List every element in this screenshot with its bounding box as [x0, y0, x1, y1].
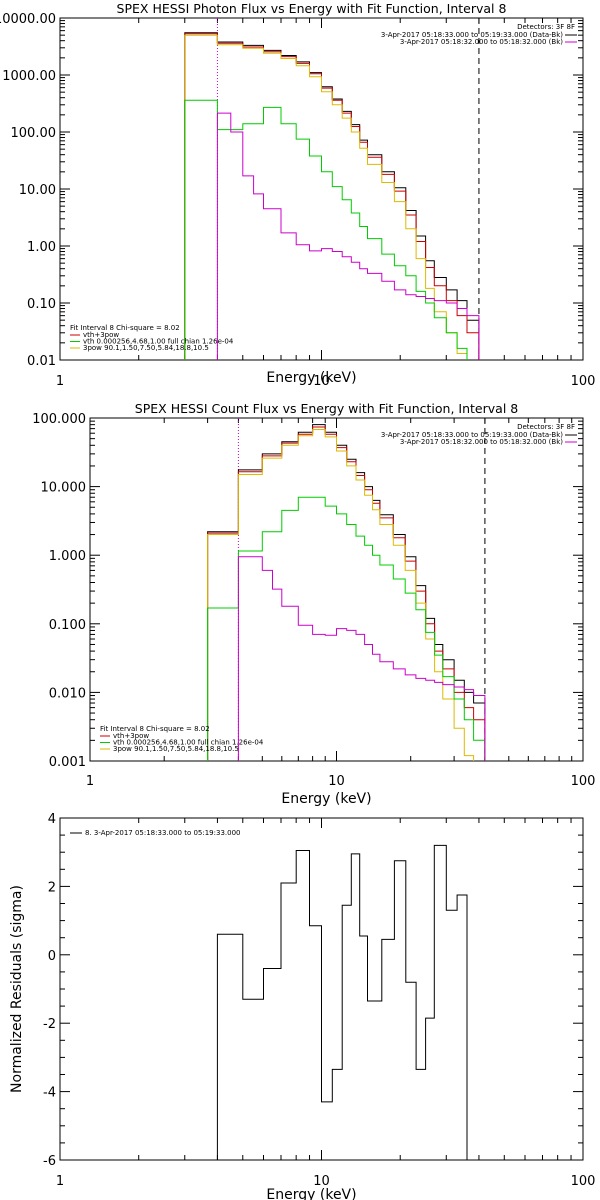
x-axis-label: Energy (keV): [266, 370, 356, 386]
x-tick-label: 100: [571, 1174, 596, 1189]
y-tick-label: 0.10: [27, 297, 56, 312]
y-tick-label: 1000.00: [2, 69, 56, 84]
y-tick-label: 1.00: [27, 240, 56, 255]
legend-bottom-left: Fit Interval 8 Chi-square = 8.02vth+3pow…: [100, 725, 264, 753]
legend-entry-label: vth 0.000256,4.68,1.00 full chian 1.26e-…: [83, 338, 234, 346]
x-tick-label: 100: [571, 374, 596, 389]
y-tick-label: 100.000: [32, 412, 86, 427]
legend-header: Detectors: 3F 8F: [517, 423, 575, 431]
plot-frame: [89, 417, 584, 762]
chart-panel-2: SPEX HESSI Count Flux vs Energy with Fit…: [32, 401, 595, 807]
y-axis-label: Normalized Residuals (sigma): [9, 885, 25, 1093]
series-line-4: [184, 99, 468, 360]
chart-panel-1: SPEX HESSI Photon Flux vs Energy with Fi…: [0, 1, 595, 389]
series-group: [184, 32, 480, 360]
legend-header: Fit Interval 8 Chi-square = 8.02: [100, 725, 210, 733]
y-tick-label: 0: [48, 949, 56, 964]
legend-top-right: Detectors: 3F 8F3-Apr-2017 05:18:33.000 …: [381, 23, 577, 46]
x-axis-label: Energy (keV): [266, 1187, 356, 1200]
y-tick-label: 0.001: [49, 755, 86, 770]
legend-entry-label: vth+3pow: [113, 732, 149, 740]
legend-top-left: 8. 3-Apr-2017 05:18:33.000 to 05:19:33.0…: [70, 829, 240, 837]
legend-entry-label: 3-Apr-2017 05:18:33.000 to 05:19:33.000 …: [381, 31, 563, 39]
series-group: [207, 424, 486, 761]
series-line-3: [207, 429, 475, 761]
chart-panel-3: 1 10 100 4 2 0 -2 -4 -6 Energy (keV) Normalized Re…: [9, 812, 595, 1200]
y-tick-label: -6: [43, 1154, 56, 1169]
series-line-1: [216, 844, 468, 1160]
y-tick-label: 4: [48, 812, 56, 827]
series-line-4: [207, 496, 486, 761]
y-tick-label: -4: [43, 1086, 56, 1101]
x-tick-label: 1: [56, 374, 64, 389]
legend-entry-label: 3pow 90.1,1.50,7.50,5.84,18.8,10.5: [83, 344, 209, 352]
legend-entry-label: 3pow 90.1,1.50,7.50,5.84,18.8,10.5: [113, 745, 239, 753]
x-tick-label: 10: [313, 374, 330, 389]
y-tick-label: 1.000: [49, 549, 86, 564]
chart-title: SPEX HESSI Photon Flux vs Energy with Fi…: [117, 1, 507, 16]
chart-title: SPEX HESSI Count Flux vs Energy with Fit…: [135, 401, 518, 416]
series-line-5: [237, 556, 486, 761]
legend-entry-label: 8. 3-Apr-2017 05:18:33.000 to 05:19:33.0…: [85, 829, 240, 837]
y-tick-label: 2: [48, 880, 56, 895]
series-group: [216, 844, 468, 1160]
series-line-3: [184, 34, 468, 360]
x-tick-label: 100: [571, 774, 596, 789]
y-tick-label: 10.000: [41, 481, 87, 496]
legend-entry-label: 3-Apr-2017 05:18:32.000 to 05:18:32.000 …: [400, 438, 563, 446]
y-tick-label: 10000.00: [0, 12, 56, 27]
legend-entry-label: vth 0.000256,4.68,1.00 full chian 1.26e-…: [113, 739, 264, 747]
x-tick-label: 10: [313, 1174, 330, 1189]
legend-entry-label: 3-Apr-2017 05:18:32.000 to 05:18:32.000 …: [400, 38, 563, 46]
x-axis-label: Energy (keV): [281, 791, 371, 807]
y-tick-label: 100.00: [11, 126, 57, 141]
series-line-1: [207, 424, 486, 761]
legend-top-right: Detectors: 3F 8F3-Apr-2017 05:18:33.000 …: [381, 423, 577, 446]
legend-header: Detectors: 3F 8F: [517, 23, 575, 31]
legend-bottom-left: Fit Interval 8 Chi-square = 8.02vth+3pow…: [70, 324, 234, 352]
series-line-5: [216, 112, 480, 360]
legend-header: Fit Interval 8 Chi-square = 8.02: [70, 324, 180, 332]
x-tick-label: 10: [328, 774, 345, 789]
legend-entry-label: vth+3pow: [83, 331, 119, 339]
x-tick-label: 1: [56, 1174, 64, 1189]
x-tick-label: 1: [86, 774, 94, 789]
legend-entry-label: 3-Apr-2017 05:18:33.000 to 05:19:33.000 …: [381, 431, 563, 439]
y-tick-label: 10.00: [19, 183, 56, 198]
y-tick-label: -2: [43, 1017, 56, 1032]
series-line-2: [207, 426, 486, 761]
y-tick-label: 0.010: [49, 686, 86, 701]
plot-frame: [59, 17, 584, 361]
y-tick-label: 0.100: [49, 618, 86, 633]
y-tick-label: 0.01: [27, 354, 56, 369]
